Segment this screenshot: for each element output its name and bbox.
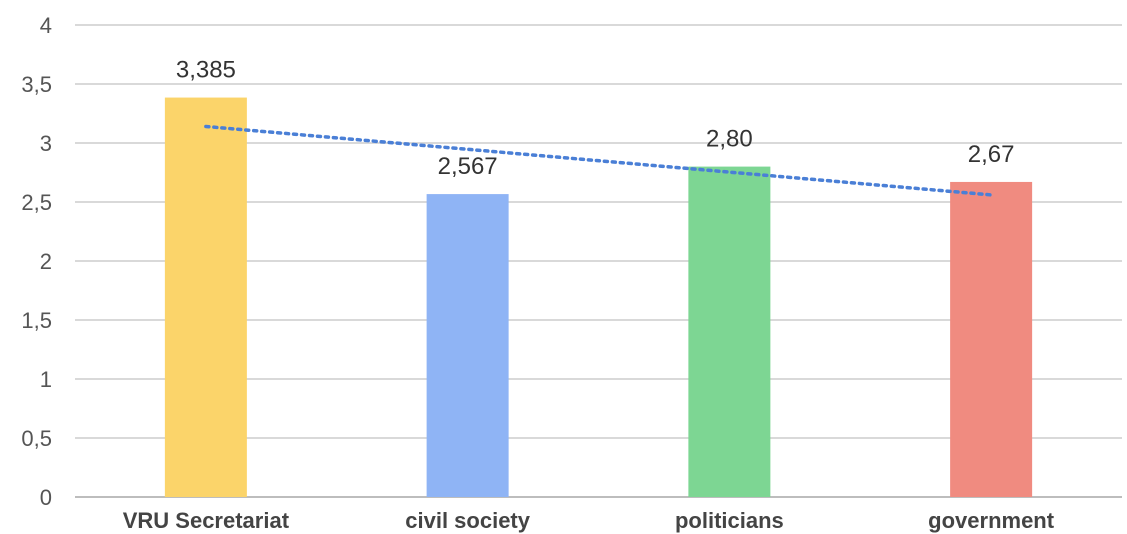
x-axis: VRU Secretariat civil society politicians g… (123, 508, 1055, 533)
y-tick-label: 3,5 (21, 72, 52, 97)
trendline-group (204, 124, 993, 197)
x-tick-label: civil society (405, 508, 531, 533)
data-label: 3,385 (176, 57, 236, 84)
x-tick-label: VRU Secretariat (123, 508, 290, 533)
data-label: 2,67 (968, 141, 1015, 168)
data-label: 2,567 (438, 153, 498, 180)
x-tick-label: politicians (675, 508, 784, 533)
gridlines (75, 24, 1122, 498)
bar (164, 97, 247, 497)
x-tick-label: government (928, 508, 1055, 533)
data-label: 2,80 (706, 126, 753, 153)
y-tick-label: 2 (40, 249, 52, 274)
y-tick-label: 0 (40, 485, 52, 510)
y-tick-label: 0,5 (21, 426, 52, 451)
data-labels: 3,385 2,567 2,80 2,67 (176, 57, 1015, 181)
trendline (204, 124, 993, 197)
y-tick-label: 3 (40, 131, 52, 156)
y-axis: 0 0,5 1 1,5 2 2,5 3 3,5 4 (21, 13, 52, 510)
y-tick-label: 1 (40, 367, 52, 392)
bar (950, 181, 1033, 497)
bars (164, 97, 1033, 497)
y-tick-label: 4 (40, 13, 52, 38)
bar (426, 194, 509, 497)
bar (688, 166, 771, 497)
y-tick-label: 2,5 (21, 190, 52, 215)
y-tick-label: 1,5 (21, 308, 52, 333)
